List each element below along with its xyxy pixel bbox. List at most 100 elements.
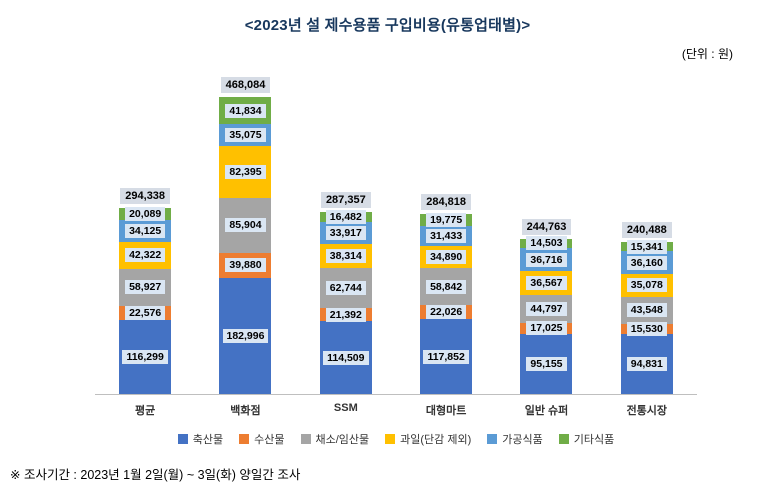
legend-swatch <box>300 434 311 444</box>
legend-swatch <box>385 434 396 444</box>
category-label: 평균 <box>135 405 156 417</box>
footnote: ※ 조사기간 : 2023년 1월 2일(월) ~ 3일(화) 양일간 조사 <box>10 468 301 482</box>
bar-stack: 114,509 21,392 62,744 38,314 33,917 16,482 <box>319 210 372 394</box>
segment-label: 36,160 <box>626 255 667 270</box>
bar-segment: 42,322 <box>119 241 172 269</box>
segment-label: 35,078 <box>626 278 667 293</box>
bar-segment: 85,904 <box>219 198 272 253</box>
bar-segment: 117,852 <box>420 319 473 394</box>
bar-segment: 15,341 <box>620 239 673 254</box>
segment-label: 38,314 <box>325 248 366 263</box>
segment-label: 182,996 <box>222 329 269 343</box>
bar-column: 287,357 114,509 21,392 62,744 38,314 33,917 16… <box>296 191 396 394</box>
category-label: SSM <box>333 402 358 414</box>
segment-label: 36,567 <box>526 275 567 290</box>
segment-label: 44,797 <box>526 301 567 316</box>
segment-label: 58,842 <box>426 279 467 294</box>
legend-label: 수산물 <box>254 434 285 446</box>
plot-area: 294,338 116,299 22,576 58,927 42,322 34,125 20… <box>95 64 697 395</box>
segment-label: 43,548 <box>626 303 667 318</box>
bar-segment: 31,433 <box>420 226 473 246</box>
bar-segment: 35,075 <box>219 123 272 147</box>
bar-column: 294,338 116,299 22,576 58,927 42,322 34,125 20… <box>95 187 195 394</box>
legend: 축산물 수산물 채소/임산물 과일(단감 제외) 가공식품 기타식품 <box>95 431 697 447</box>
unit-label: (단위 : 원) <box>681 47 733 61</box>
segment-label: 22,576 <box>125 306 166 321</box>
bar-segment: 21,392 <box>319 307 372 322</box>
segment-label: 33,917 <box>325 225 366 240</box>
bar-segment: 82,395 <box>219 146 272 199</box>
bar-column: 240,488 94,831 15,530 43,548 35,078 36,160 15,… <box>597 221 697 394</box>
bar-stack: 95,155 17,025 44,797 36,567 36,716 14,503 <box>520 236 573 394</box>
legend-item: 가공식품 <box>487 431 543 447</box>
total-label: 284,818 <box>421 193 472 210</box>
category-label: 전통시장 <box>626 405 668 417</box>
category-label: 대형마트 <box>425 405 467 417</box>
segment-label: 95,155 <box>526 356 567 371</box>
legend-item: 축산물 <box>177 431 223 447</box>
bar-segment: 15,530 <box>620 322 673 337</box>
bar-segment: 36,567 <box>520 271 573 295</box>
segment-label: 58,927 <box>125 280 166 295</box>
bar-segment: 22,026 <box>420 305 473 320</box>
category-label: 백화점 <box>230 405 261 417</box>
segment-label: 82,395 <box>225 165 266 180</box>
segment-label: 41,834 <box>225 103 266 118</box>
bar-stack: 116,299 22,576 58,927 42,322 34,125 20,089 <box>119 206 172 394</box>
legend-swatch <box>239 434 250 444</box>
chart-title: <2023년 설 제수용품 구입비용(유통업태별)> <box>244 17 531 34</box>
legend-swatch <box>558 434 569 444</box>
bar-column: 244,763 95,155 17,025 44,797 36,567 36,716 14,… <box>496 218 596 394</box>
segment-label: 39,880 <box>225 258 266 273</box>
segment-label: 17,025 <box>526 321 567 336</box>
legend-label: 채소/임산물 <box>315 434 370 446</box>
legend-label: 과일(단감 제외) <box>400 434 472 446</box>
bar-segment: 38,314 <box>319 243 372 269</box>
segment-label: 114,509 <box>323 350 369 365</box>
bar-segment: 33,917 <box>319 222 372 244</box>
bar-segment: 36,716 <box>520 248 573 272</box>
bar-segment: 17,025 <box>520 321 573 336</box>
legend-item: 기타식품 <box>558 431 615 447</box>
legend-item: 수산물 <box>239 431 285 447</box>
bar-segment: 20,089 <box>119 206 172 221</box>
segment-label: 35,075 <box>225 127 266 142</box>
bar-stack: 94,831 15,530 43,548 35,078 36,160 15,341 <box>620 239 673 394</box>
segment-label: 62,744 <box>325 280 366 295</box>
segment-label: 85,904 <box>225 218 266 233</box>
legend-swatch <box>487 434 498 444</box>
bar-segment: 58,842 <box>420 268 473 306</box>
chart-area: 294,338 116,299 22,576 58,927 42,322 34,125 20… <box>95 64 697 447</box>
bar-segment: 34,125 <box>119 220 172 242</box>
bar-segment: 19,775 <box>420 212 473 227</box>
bar-segment: 35,078 <box>620 274 673 297</box>
segment-label: 22,026 <box>426 305 467 320</box>
bar-segment: 43,548 <box>620 296 673 325</box>
segment-label: 16,482 <box>325 210 366 225</box>
segment-label: 116,299 <box>122 350 168 365</box>
bar-segment: 182,996 <box>219 278 272 394</box>
category-label: 일반 슈퍼 <box>524 405 569 417</box>
bar-segment: 114,509 <box>319 321 372 394</box>
total-label: 240,488 <box>621 221 672 238</box>
bar-segment: 36,160 <box>620 251 673 275</box>
total-label: 468,084 <box>220 77 271 94</box>
x-axis-labels: 평균 백화점 SSM 대형마트 일반 슈퍼 전통시장 <box>95 395 697 418</box>
total-label: 244,763 <box>521 218 572 235</box>
segment-label: 34,125 <box>125 224 166 239</box>
bar-segment: 34,890 <box>420 245 473 269</box>
segment-label: 20,089 <box>125 206 166 221</box>
segment-label: 42,322 <box>125 248 166 263</box>
legend-label: 가공식품 <box>502 434 543 446</box>
legend-label: 기타식품 <box>573 434 615 446</box>
bar-segment: 44,797 <box>520 294 573 323</box>
segment-label: 36,716 <box>526 252 567 267</box>
total-label: 294,338 <box>120 187 171 204</box>
bar-segment: 14,503 <box>520 236 573 251</box>
bar-segment: 58,927 <box>119 268 172 307</box>
segment-label: 31,433 <box>426 228 467 243</box>
bar-stack: 182,996 39,880 85,904 82,395 35,075 41,834 <box>219 97 272 394</box>
segment-label: 14,503 <box>526 236 567 251</box>
segment-label: 94,831 <box>626 356 667 371</box>
bar-segment: 22,576 <box>119 306 172 321</box>
